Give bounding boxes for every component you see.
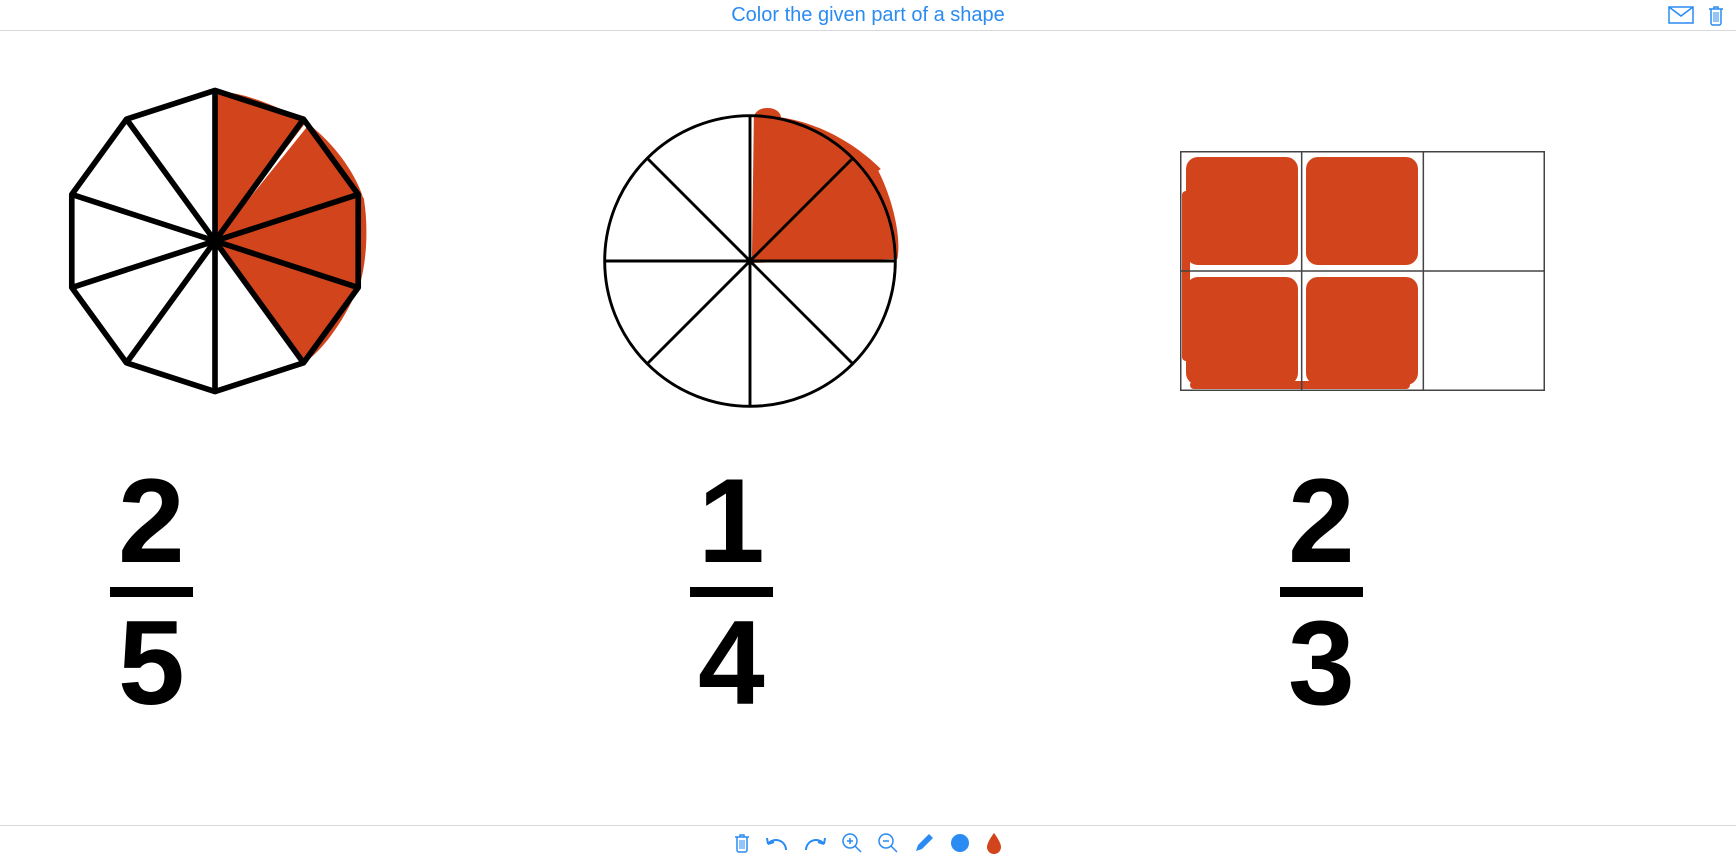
worksheet-canvas[interactable]: 2 5 1 4 (0, 31, 1736, 825)
redo-icon[interactable] (803, 832, 827, 854)
trash-icon[interactable] (1706, 4, 1726, 26)
denominator: 5 (110, 603, 193, 723)
grid-shape[interactable] (1180, 151, 1545, 391)
header-actions (1668, 0, 1726, 30)
header-bar: Color the given part of a shape (0, 0, 1736, 31)
denominator: 3 (1280, 603, 1363, 723)
undo-icon[interactable] (765, 832, 789, 854)
problem-decagon (55, 81, 375, 406)
circle-shape[interactable] (595, 106, 905, 416)
page-title: Color the given part of a shape (731, 4, 1005, 27)
fraction-1-4: 1 4 (690, 461, 773, 723)
decagon-shape[interactable] (55, 81, 375, 401)
trash-icon[interactable] (733, 832, 751, 854)
brush-size-icon[interactable] (949, 832, 971, 854)
drawing-toolbar (0, 825, 1736, 860)
color-drop-icon[interactable] (985, 832, 1003, 854)
fraction-2-5: 2 5 (110, 461, 193, 723)
mail-icon[interactable] (1668, 6, 1694, 24)
numerator: 2 (1280, 461, 1363, 581)
zoom-out-icon[interactable] (877, 832, 899, 854)
numerator: 1 (690, 461, 773, 581)
problem-grid (1180, 151, 1545, 396)
numerator: 2 (110, 461, 193, 581)
fraction-2-3: 2 3 (1280, 461, 1363, 723)
pencil-icon[interactable] (913, 832, 935, 854)
denominator: 4 (690, 603, 773, 723)
zoom-in-icon[interactable] (841, 832, 863, 854)
problem-circle (595, 106, 905, 421)
